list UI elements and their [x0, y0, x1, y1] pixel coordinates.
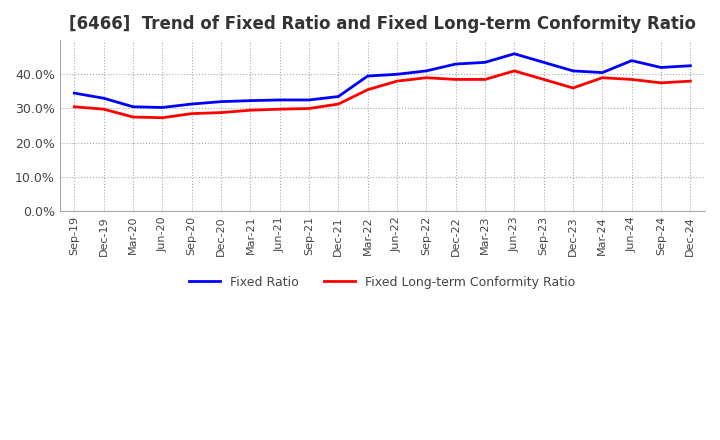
Line: Fixed Ratio: Fixed Ratio — [74, 54, 690, 107]
Fixed Long-term Conformity Ratio — [187, 111, 196, 116]
Fixed Ratio — [70, 91, 78, 96]
Fixed Ratio — [246, 98, 255, 103]
Fixed Long-term Conformity Ratio — [598, 75, 607, 81]
Fixed Ratio — [481, 60, 490, 65]
Fixed Long-term Conformity Ratio — [246, 107, 255, 113]
Fixed Ratio — [598, 70, 607, 75]
Fixed Long-term Conformity Ratio — [627, 77, 636, 82]
Fixed Ratio — [422, 68, 431, 73]
Fixed Long-term Conformity Ratio — [70, 104, 78, 110]
Fixed Long-term Conformity Ratio — [305, 106, 313, 111]
Fixed Ratio — [510, 51, 518, 56]
Fixed Ratio — [364, 73, 372, 79]
Fixed Long-term Conformity Ratio — [510, 68, 518, 73]
Fixed Ratio — [539, 60, 548, 65]
Fixed Long-term Conformity Ratio — [99, 106, 108, 112]
Fixed Ratio — [99, 95, 108, 101]
Fixed Ratio — [158, 105, 167, 110]
Title: [6466]  Trend of Fixed Ratio and Fixed Long-term Conformity Ratio: [6466] Trend of Fixed Ratio and Fixed Lo… — [69, 15, 696, 33]
Fixed Long-term Conformity Ratio — [334, 101, 343, 106]
Fixed Ratio — [657, 65, 665, 70]
Line: Fixed Long-term Conformity Ratio: Fixed Long-term Conformity Ratio — [74, 71, 690, 118]
Fixed Long-term Conformity Ratio — [569, 85, 577, 91]
Fixed Long-term Conformity Ratio — [392, 78, 401, 84]
Fixed Long-term Conformity Ratio — [657, 80, 665, 85]
Legend: Fixed Ratio, Fixed Long-term Conformity Ratio: Fixed Ratio, Fixed Long-term Conformity … — [184, 271, 580, 294]
Fixed Ratio — [451, 62, 460, 67]
Fixed Ratio — [305, 97, 313, 103]
Fixed Long-term Conformity Ratio — [451, 77, 460, 82]
Fixed Long-term Conformity Ratio — [158, 115, 167, 121]
Fixed Long-term Conformity Ratio — [481, 77, 490, 82]
Fixed Ratio — [686, 63, 695, 68]
Fixed Long-term Conformity Ratio — [364, 87, 372, 92]
Fixed Ratio — [275, 97, 284, 103]
Fixed Long-term Conformity Ratio — [217, 110, 225, 115]
Fixed Long-term Conformity Ratio — [129, 114, 138, 120]
Fixed Long-term Conformity Ratio — [275, 106, 284, 112]
Fixed Ratio — [392, 72, 401, 77]
Fixed Long-term Conformity Ratio — [422, 75, 431, 81]
Fixed Ratio — [569, 68, 577, 73]
Fixed Ratio — [129, 104, 138, 110]
Fixed Ratio — [627, 58, 636, 63]
Fixed Long-term Conformity Ratio — [686, 78, 695, 84]
Fixed Long-term Conformity Ratio — [539, 77, 548, 82]
Fixed Ratio — [334, 94, 343, 99]
Fixed Ratio — [217, 99, 225, 104]
Fixed Ratio — [187, 101, 196, 106]
